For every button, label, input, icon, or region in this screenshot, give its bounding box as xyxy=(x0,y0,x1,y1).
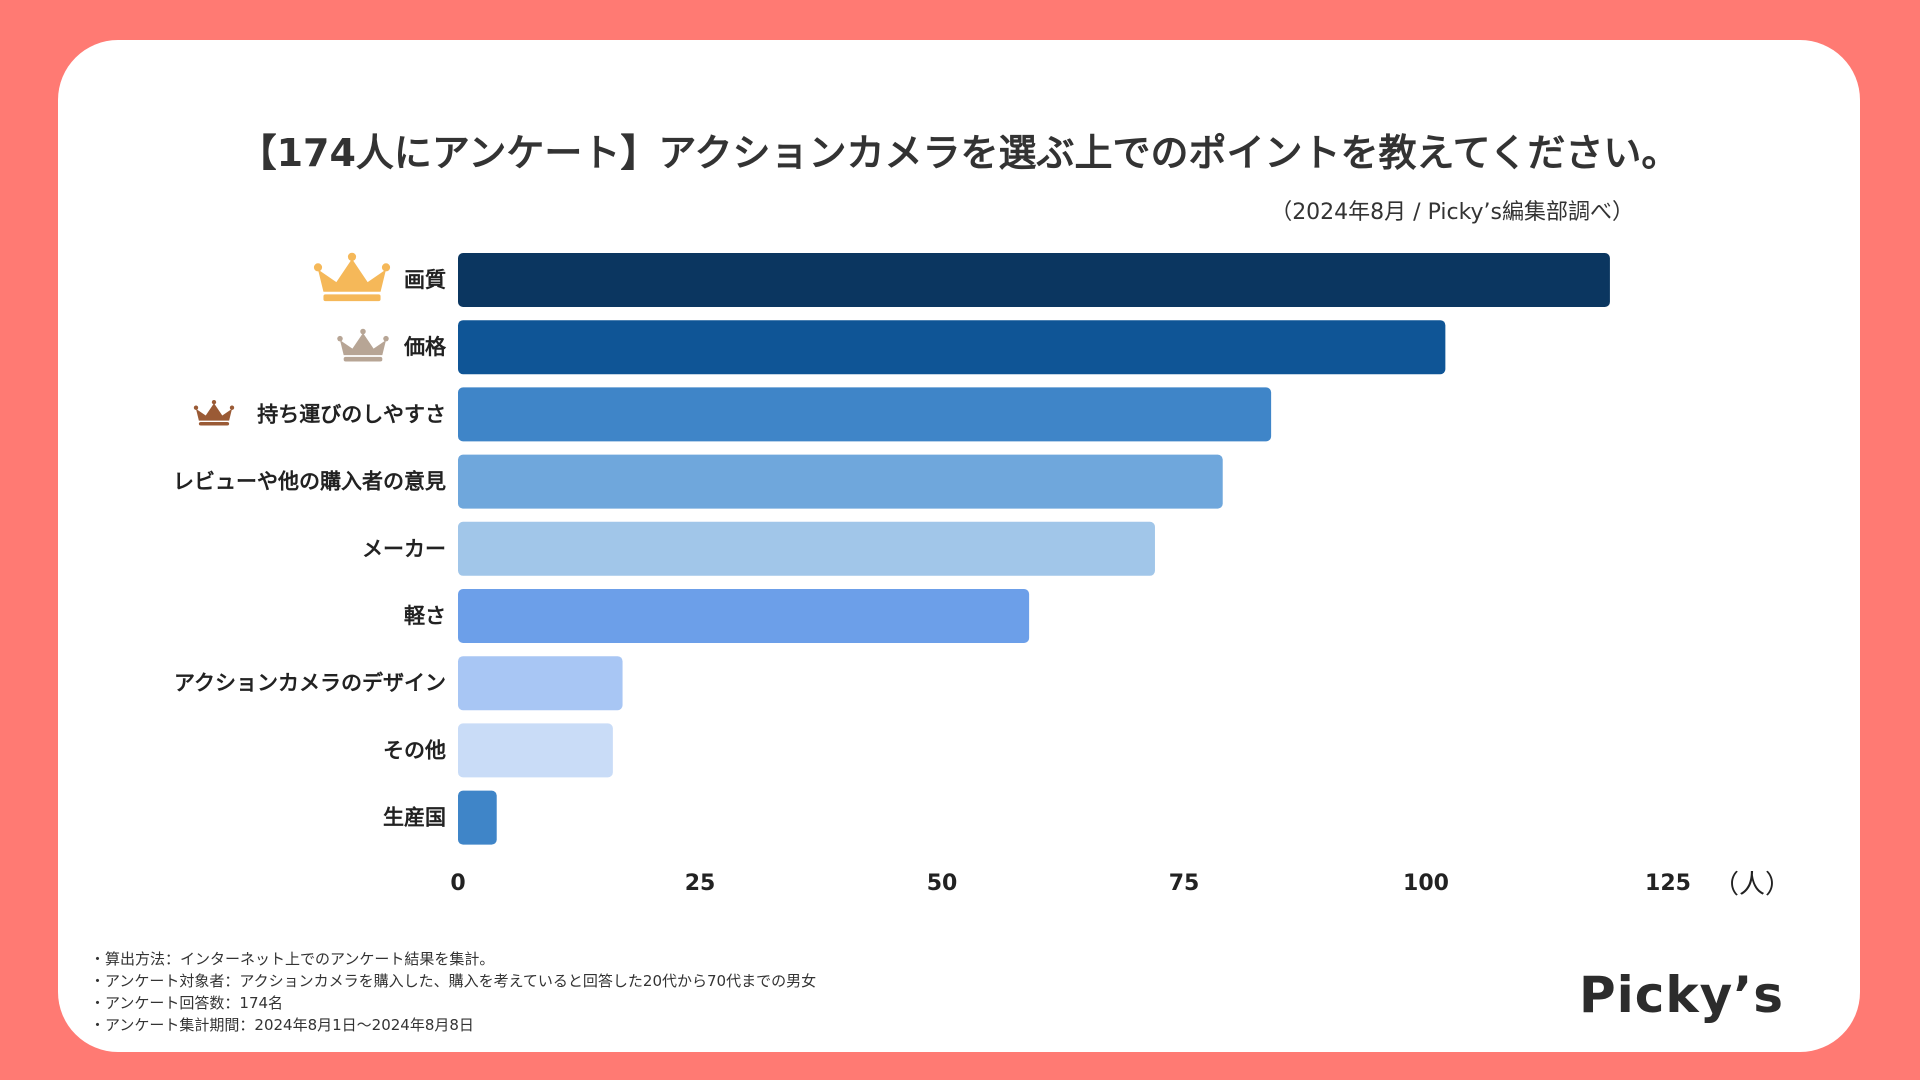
category-label-9: 生産国 xyxy=(383,806,446,830)
category-label-4: レビューや他の購入者の意見 xyxy=(173,470,446,494)
bar-2 xyxy=(458,320,1446,375)
chart-card: 【174人にアンケート】アクションカメラを選ぶ上でのポイントを教えてください。 … xyxy=(58,40,1860,1052)
x-axis-unit-label: （人） xyxy=(1713,870,1791,900)
note-target: ・アンケート対象者：アクションカメラを購入した、購入を考えていると回答した20代… xyxy=(90,972,817,990)
bar-8 xyxy=(458,723,613,778)
category-label-7: アクションカメラのデザイン xyxy=(174,671,446,695)
survey-notes: ・算出方法：インターネット上でのアンケート結果を集計。 ・アンケート対象者：アク… xyxy=(90,948,816,1036)
crown-gold-icon xyxy=(313,252,391,302)
x-tick-label-4: 100 xyxy=(1403,871,1449,896)
x-tick-label-5: 125 xyxy=(1645,871,1691,896)
category-label-3: 持ち運びのしやすさ xyxy=(257,402,446,426)
bar-5 xyxy=(458,521,1155,576)
x-tick-label-2: 50 xyxy=(927,871,958,896)
category-label-6: 軽さ xyxy=(404,604,446,628)
note-method: ・算出方法：インターネット上でのアンケート結果を集計。 xyxy=(90,950,495,968)
chart-title: 【174人にアンケート】アクションカメラを選ぶ上でのポイントを教えてください。 xyxy=(238,131,1680,175)
note-respondents: ・アンケート回答数：174名 xyxy=(90,994,284,1012)
bar-7 xyxy=(458,656,623,711)
bar-6 xyxy=(458,589,1030,643)
x-tick-label-1: 25 xyxy=(685,871,716,896)
bar-3 xyxy=(458,387,1272,442)
x-tick-label-3: 75 xyxy=(1169,871,1200,896)
bar-chart: 画質価格持ち運びのしやすさレビューや他の購入者の意見メーカー軽さアクションカメラ… xyxy=(173,252,1791,900)
x-tick-label-0: 0 xyxy=(450,871,465,896)
category-label-8: その他 xyxy=(383,738,446,762)
crown-bronze-icon xyxy=(193,399,235,426)
brand-logo: Picky’s xyxy=(1578,966,1784,1024)
bar-9 xyxy=(458,790,497,845)
bar-1 xyxy=(458,253,1610,307)
category-label-1: 画質 xyxy=(404,268,446,292)
bar-4 xyxy=(458,454,1223,509)
note-period: ・アンケート集計期間：2024年8月1日〜2024年8月8日 xyxy=(90,1016,474,1034)
crown-silver-icon xyxy=(337,328,389,362)
chart-subtitle: （2024年8月 / Picky’s編集部調べ） xyxy=(1270,200,1634,225)
category-label-5: メーカー xyxy=(362,537,446,561)
category-label-2: 価格 xyxy=(403,335,447,359)
